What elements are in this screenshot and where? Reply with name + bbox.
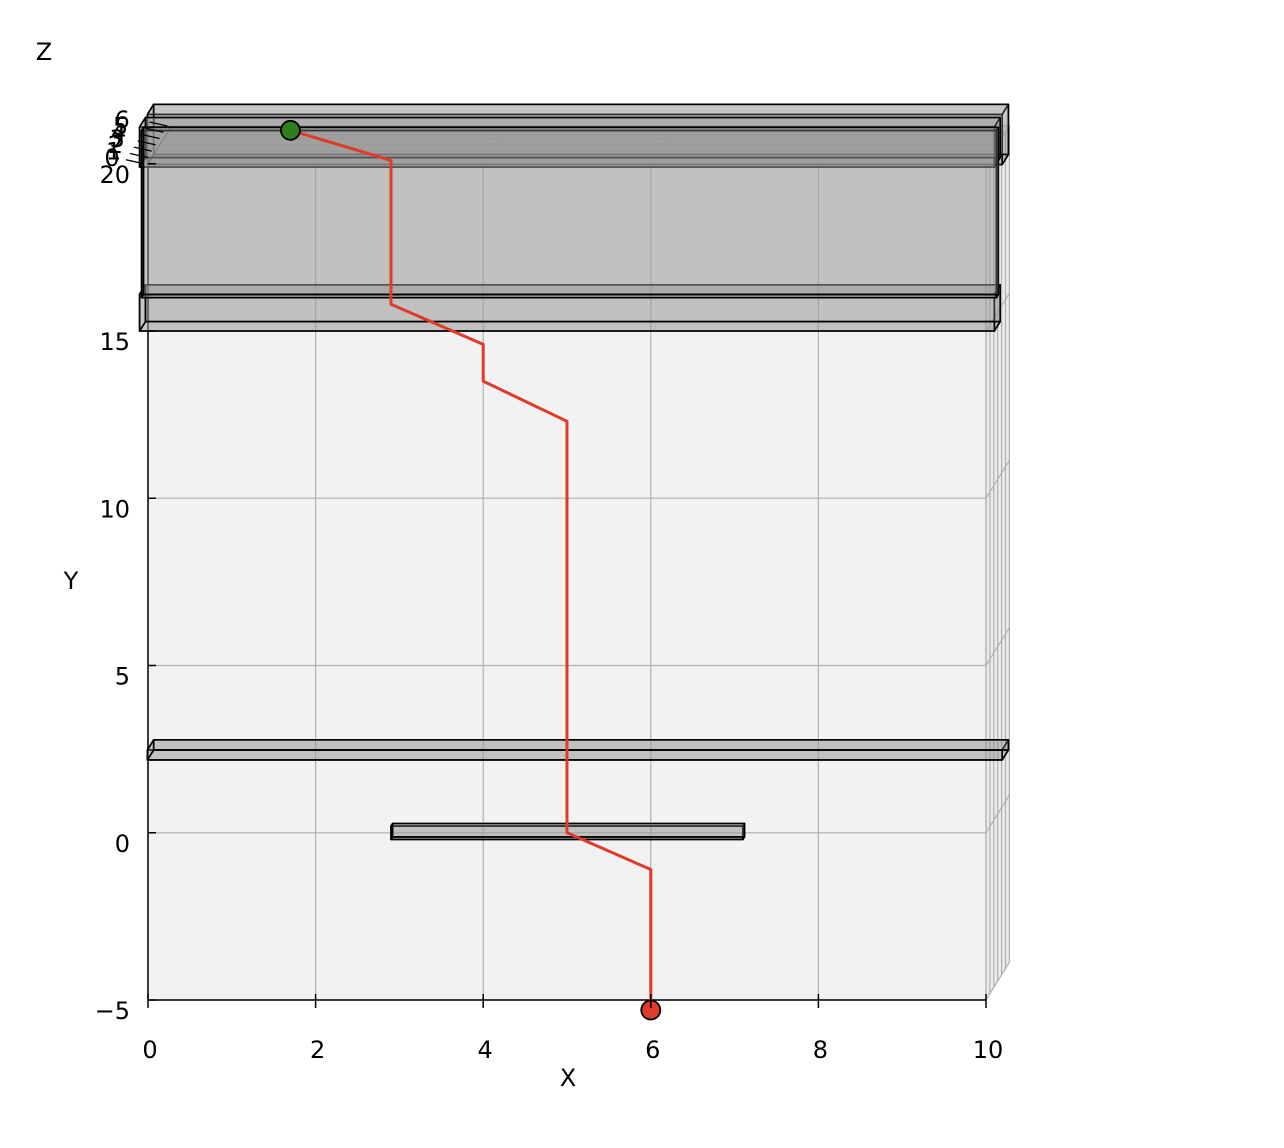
z-axis-label: Z xyxy=(36,38,52,66)
x-tick-label: 10 xyxy=(973,1036,1004,1064)
y-tick-label: 20 xyxy=(99,161,130,189)
x-tick-label: 8 xyxy=(813,1036,828,1064)
box-face xyxy=(138,320,1002,332)
grid-line-z xyxy=(167,131,1007,969)
y-tick-label: 15 xyxy=(99,328,130,356)
box-face xyxy=(391,822,746,838)
x-tick-label: 6 xyxy=(645,1036,660,1064)
obstacle-boxes xyxy=(138,103,1010,841)
path-layer xyxy=(280,119,662,1021)
z-tick-label: 0 xyxy=(104,144,119,172)
box-face xyxy=(152,738,1010,751)
path-line xyxy=(290,128,653,1010)
y-tick-label: 0 xyxy=(115,830,130,858)
grid-line-z xyxy=(171,125,1011,963)
start-marker xyxy=(280,119,301,141)
z-tick-label: 4 xyxy=(111,119,126,147)
x-tick-label: 4 xyxy=(478,1036,493,1064)
z-tick-label: 6 xyxy=(115,106,130,134)
z-tick-label: 1 xyxy=(106,137,121,165)
obstacle-box xyxy=(140,126,1000,299)
x-tick-label: 2 xyxy=(310,1036,325,1064)
z-tick-label: 5 xyxy=(113,112,128,140)
z-tick xyxy=(133,146,152,152)
z-tick xyxy=(145,127,164,133)
z-tick xyxy=(125,159,145,165)
z-tick xyxy=(129,152,149,159)
y-tick-label: −5 xyxy=(95,997,130,1025)
box-face xyxy=(146,749,1010,761)
z-tick xyxy=(141,133,160,140)
box-face xyxy=(142,126,1000,296)
tick-marks xyxy=(125,121,987,1008)
z-tick-label: 3 xyxy=(109,125,124,153)
y-axis-label: Y xyxy=(63,567,79,595)
y-tick-label: 5 xyxy=(115,663,130,691)
x-axis-label: X xyxy=(560,1064,576,1092)
obstacle-box xyxy=(146,738,1010,761)
x-tick-label: 0 xyxy=(142,1036,157,1064)
z-tick xyxy=(149,121,168,127)
z-tick-label: 2 xyxy=(108,131,123,159)
z-tick xyxy=(137,140,156,146)
y-tick-label: 10 xyxy=(99,495,130,523)
